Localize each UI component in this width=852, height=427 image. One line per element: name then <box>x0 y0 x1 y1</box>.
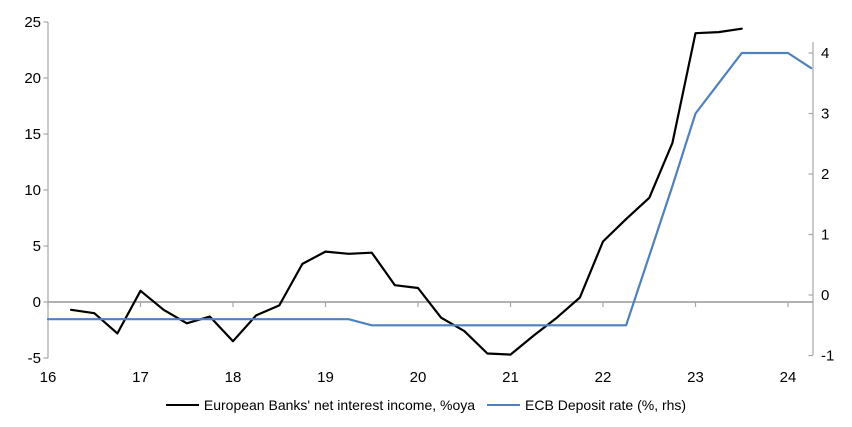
left-axis-tick-label: -5 <box>28 350 41 367</box>
right-axis-tick-label: 1 <box>821 227 829 244</box>
x-tick-label: 20 <box>410 369 427 386</box>
left-axis-tick-label: 25 <box>24 14 41 31</box>
legend-item-nii: European Banks' net interest income, %oy… <box>165 397 476 413</box>
legend-label-nii: European Banks' net interest income, %oy… <box>203 397 476 413</box>
x-tick-label: 17 <box>132 369 149 386</box>
right-axis-tick-label: -1 <box>821 348 834 365</box>
nii-line-swatch <box>165 404 199 406</box>
x-tick-label: 21 <box>502 369 519 386</box>
left-axis-tick-label: 10 <box>24 182 41 199</box>
right-axis-tick-label: 3 <box>821 106 829 123</box>
right-axis-tick-label: 4 <box>821 45 829 62</box>
nii-line <box>69 27 743 356</box>
ecb-rate-line <box>46 51 813 327</box>
right-axis-tick-label: 2 <box>821 166 829 183</box>
left-axis-tick-label: 5 <box>33 238 41 255</box>
x-tick-label: 19 <box>317 369 334 386</box>
x-tick-label: 18 <box>225 369 242 386</box>
left-axis-tick-label: 15 <box>24 126 41 143</box>
x-tick-label: 23 <box>687 369 704 386</box>
legend-label-ecb: ECB Deposit rate (%, rhs) <box>525 397 687 413</box>
left-axis-tick-label: 0 <box>33 294 41 311</box>
x-tick-label: 22 <box>595 369 612 386</box>
x-tick-label: 16 <box>40 369 57 386</box>
ecb-line-swatch <box>487 404 521 406</box>
legend-item-ecb: ECB Deposit rate (%, rhs) <box>487 397 686 413</box>
legend: European Banks' net interest income, %oy… <box>0 397 852 413</box>
x-tick-label: 24 <box>780 369 797 386</box>
right-axis-tick-label: 0 <box>821 287 829 304</box>
left-axis-tick-label: 20 <box>24 70 41 87</box>
